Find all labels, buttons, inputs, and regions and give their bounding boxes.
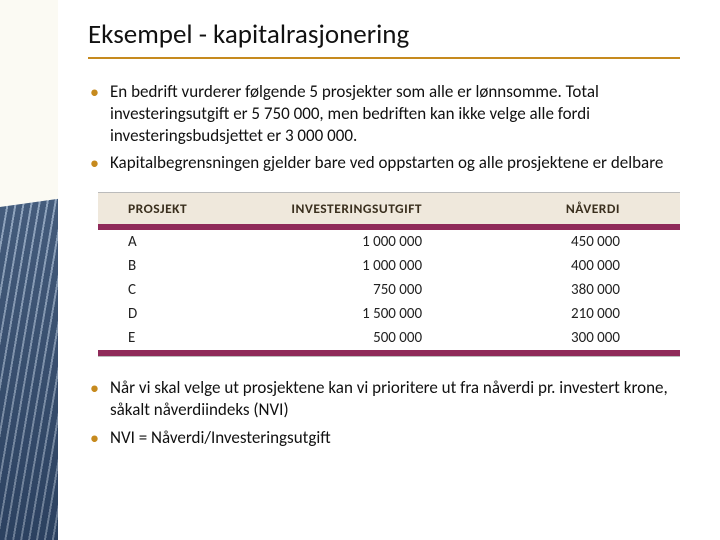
lower-bullet-list: Når vi skal velge ut prosjektene kan vi … xyxy=(88,377,680,448)
cell-project: B xyxy=(98,254,249,278)
cell-investment: 1 000 000 xyxy=(249,254,482,278)
table-row: B 1 000 000 400 000 xyxy=(98,254,680,278)
cell-project: D xyxy=(98,302,249,326)
col-header-prosjekt: PROSJEKT xyxy=(98,193,249,224)
col-header-investering: INVESTERINGSUTGIFT xyxy=(249,193,482,224)
cell-investment: 1 000 000 xyxy=(249,230,482,254)
bullet-item: Når vi skal velge ut prosjektene kan vi … xyxy=(88,377,680,421)
table-row: C 750 000 380 000 xyxy=(98,278,680,302)
table-row: D 1 500 000 210 000 xyxy=(98,302,680,326)
left-decorative-strip xyxy=(0,0,58,540)
building-photo-decor xyxy=(0,0,58,540)
cell-npv: 400 000 xyxy=(482,254,680,278)
table-row: E 500 000 300 000 xyxy=(98,326,680,350)
bullet-item: En bedrift vurderer følgende 5 prosjekte… xyxy=(88,81,680,146)
projects-table: PROSJEKT INVESTERINGSUTGIFT NÅVERDI A 1 … xyxy=(98,193,680,356)
cell-project: E xyxy=(98,326,249,350)
cell-investment: 750 000 xyxy=(249,278,482,302)
cell-npv: 300 000 xyxy=(482,326,680,350)
cell-investment: 1 500 000 xyxy=(249,302,482,326)
table-row: A 1 000 000 450 000 xyxy=(98,230,680,254)
cell-npv: 380 000 xyxy=(482,278,680,302)
bullet-item: NVI = Nåverdi/Investeringsutgift xyxy=(88,427,680,449)
projects-table-wrap: PROSJEKT INVESTERINGSUTGIFT NÅVERDI A 1 … xyxy=(98,192,680,357)
bullet-item: Kapitalbegrensningen gjelder bare ved op… xyxy=(88,152,680,174)
upper-bullet-list: En bedrift vurderer følgende 5 prosjekte… xyxy=(88,81,680,174)
cell-project: C xyxy=(98,278,249,302)
slide-content: Eksempel - kapitalrasjonering En bedrift… xyxy=(58,0,720,540)
slide-title: Eksempel - kapitalrasjonering xyxy=(88,18,680,59)
cell-project: A xyxy=(98,230,249,254)
slide: Eksempel - kapitalrasjonering En bedrift… xyxy=(0,0,720,540)
cell-npv: 210 000 xyxy=(482,302,680,326)
cell-npv: 450 000 xyxy=(482,230,680,254)
col-header-naverdi: NÅVERDI xyxy=(482,193,680,224)
table-header-row: PROSJEKT INVESTERINGSUTGIFT NÅVERDI xyxy=(98,193,680,224)
cell-investment: 500 000 xyxy=(249,326,482,350)
table-accent-band xyxy=(98,350,680,356)
